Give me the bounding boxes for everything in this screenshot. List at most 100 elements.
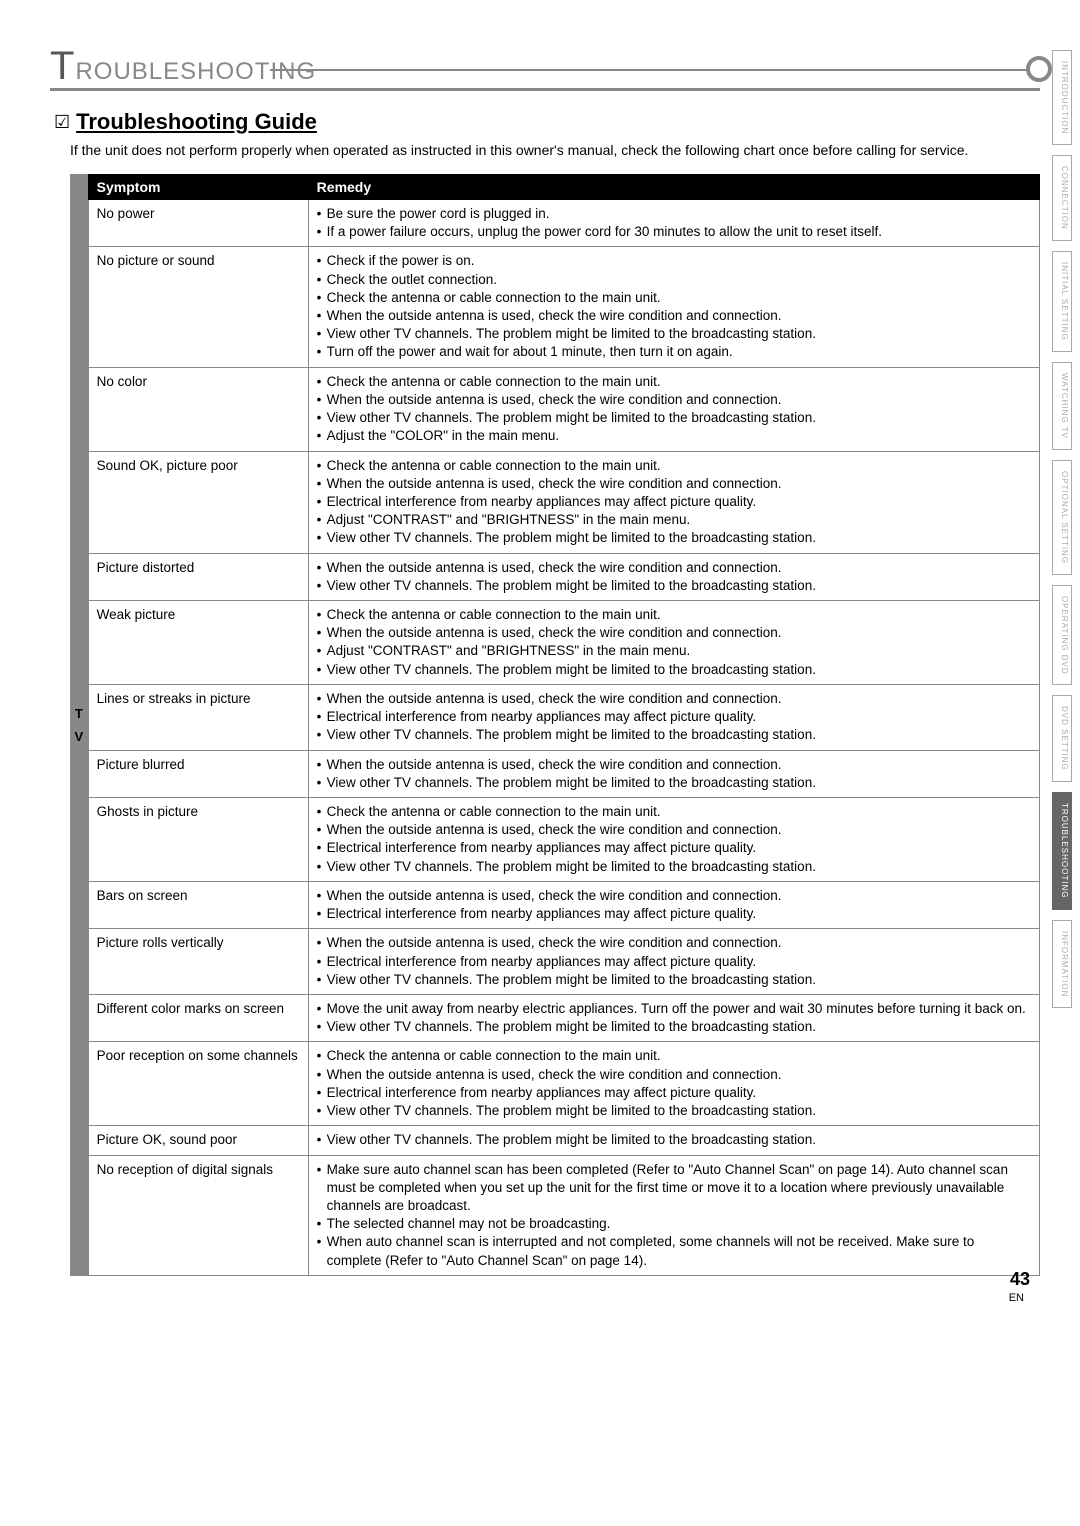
remedy-item: When the outside antenna is used, check … [317, 624, 1031, 642]
table-row: Ghosts in picture Check the antenna or ca… [88, 798, 1039, 882]
table-row: Different color marks on screen Move the … [88, 994, 1039, 1041]
symptom-cell: Picture OK, sound poor [88, 1126, 308, 1155]
remedy-item: When the outside antenna is used, check … [317, 475, 1031, 493]
remedy-item: Electrical interference from nearby appl… [317, 839, 1031, 857]
section-heading: ☑ Troubleshooting Guide [54, 109, 1040, 135]
remedy-item: Electrical interference from nearby appl… [317, 708, 1031, 726]
remedy-item: Electrical interference from nearby appl… [317, 905, 1031, 923]
table-row: Poor reception on some channels Check the… [88, 1042, 1039, 1126]
remedy-cell: View other TV channels. The problem migh… [308, 1126, 1039, 1155]
section-tab[interactable]: DVD SETTING [1052, 695, 1072, 782]
remedy-cell: When the outside antenna is used, check … [308, 929, 1039, 995]
remedy-item: When the outside antenna is used, check … [317, 307, 1031, 325]
table-header-row: Symptom Remedy [88, 174, 1039, 199]
remedy-item: Adjust the "COLOR" in the main menu. [317, 427, 1031, 445]
remedy-item: View other TV channels. The problem migh… [317, 661, 1031, 679]
remedy-item: When auto channel scan is interrupted an… [317, 1233, 1031, 1269]
table-row: No powerBe sure the power cord is plugge… [88, 199, 1039, 246]
remedy-item: View other TV channels. The problem migh… [317, 529, 1031, 547]
symptom-cell: No power [88, 199, 308, 246]
remedy-cell: Check if the power is on.Check the outle… [308, 247, 1039, 367]
remedy-item: Check the antenna or cable connection to… [317, 457, 1031, 475]
section-tab[interactable]: INITIAL SETTING [1052, 251, 1072, 352]
symptom-cell: No picture or sound [88, 247, 308, 367]
remedy-item: Check the antenna or cable connection to… [317, 803, 1031, 821]
section-tabs: INTRODUCTION CONNECTION INITIAL SETTING WAT… [1052, 50, 1072, 1008]
symptom-cell: Ghosts in picture [88, 798, 308, 882]
remedy-item: View other TV channels. The problem migh… [317, 325, 1031, 343]
remedy-item: Check the antenna or cable connection to… [317, 1047, 1031, 1065]
remedy-item: View other TV channels. The problem migh… [317, 726, 1031, 744]
remedy-item: Check the outlet connection. [317, 271, 1031, 289]
remedy-item: When the outside antenna is used, check … [317, 887, 1031, 905]
remedy-item: View other TV channels. The problem migh… [317, 1018, 1031, 1036]
remedy-item: Electrical interference from nearby appl… [317, 953, 1031, 971]
remedy-item: View other TV channels. The problem migh… [317, 577, 1031, 595]
intro-paragraph: If the unit does not perform properly wh… [70, 141, 1040, 160]
remedy-cell: When the outside antenna is used, check … [308, 750, 1039, 797]
checkbox-icon: ☑ [54, 112, 70, 133]
side-letter: V [75, 729, 84, 744]
symptom-cell: Poor reception on some channels [88, 1042, 308, 1126]
table-row: Bars on screenWhen the outside antenna i… [88, 881, 1039, 928]
remedy-item: Adjust "CONTRAST" and "BRIGHTNESS" in th… [317, 511, 1031, 529]
table-row: Lines or streaks in pictureWhen the outs… [88, 684, 1039, 750]
page-number: 43 [1010, 1269, 1030, 1290]
table-row: No picture or soundCheck if the power is… [88, 247, 1039, 367]
remedy-item: Check the antenna or cable connection to… [317, 289, 1031, 307]
remedy-item: When the outside antenna is used, check … [317, 756, 1031, 774]
table-row: Picture blurredWhen the outside antenna … [88, 750, 1039, 797]
remedy-item: Turn off the power and wait for about 1 … [317, 343, 1031, 361]
remedy-cell: When the outside antenna is used, check … [308, 684, 1039, 750]
remedy-cell: When the outside antenna is used, check … [308, 881, 1039, 928]
symptom-cell: No color [88, 367, 308, 451]
symptom-cell: Sound OK, picture poor [88, 451, 308, 553]
table-row: Picture distorted When the outside antenn… [88, 553, 1039, 600]
remedy-item: The selected channel may not be broadcas… [317, 1215, 1031, 1233]
section-title: Troubleshooting Guide [76, 109, 317, 135]
section-tab[interactable]: OPTIONAL SETTING [1052, 460, 1072, 575]
remedy-item: When the outside antenna is used, check … [317, 690, 1031, 708]
section-tab[interactable]: INFORMATION [1052, 920, 1072, 1008]
symptom-cell: No reception of digital signals [88, 1155, 308, 1275]
section-tab[interactable]: TROUBLESHOOTING [1052, 792, 1072, 909]
header-symptom: Symptom [88, 174, 308, 199]
remedy-cell: Check the antenna or cable connection to… [308, 451, 1039, 553]
symptom-cell: Weak picture [88, 601, 308, 685]
chapter-header: TROUBLESHOOTING [50, 50, 1040, 91]
table-row: Picture OK, sound poorView other TV chan… [88, 1126, 1039, 1155]
remedy-item: View other TV channels. The problem migh… [317, 1102, 1031, 1120]
chapter-rest: ROUBLESHOOTING [75, 58, 316, 85]
symptom-cell: Picture distorted [88, 553, 308, 600]
table-row: No colorCheck the antenna or cable conne… [88, 367, 1039, 451]
remedy-cell: Check the antenna or cable connection to… [308, 1042, 1039, 1126]
section-tab[interactable]: CONNECTION [1052, 155, 1072, 241]
header-remedy: Remedy [308, 174, 1039, 199]
symptom-cell: Picture rolls vertically [88, 929, 308, 995]
page-language: EN [1009, 1292, 1024, 1304]
remedy-item: View other TV channels. The problem migh… [317, 858, 1031, 876]
remedy-item: When the outside antenna is used, check … [317, 559, 1031, 577]
header-circle-icon [1026, 56, 1052, 82]
remedy-item: Make sure auto channel scan has been com… [317, 1161, 1031, 1216]
section-tab[interactable]: INTRODUCTION [1052, 50, 1072, 145]
symptom-cell: Different color marks on screen [88, 994, 308, 1041]
table-side-label: T V [70, 174, 88, 1276]
remedy-item: View other TV channels. The problem migh… [317, 774, 1031, 792]
remedy-cell: Check the antenna or cable connection to… [308, 601, 1039, 685]
remedy-item: Check the antenna or cable connection to… [317, 606, 1031, 624]
header-rule [270, 69, 1046, 71]
remedy-item: Electrical interference from nearby appl… [317, 493, 1031, 511]
remedy-item: Electrical interference from nearby appl… [317, 1084, 1031, 1102]
table-row: Picture rolls vertically When the outside… [88, 929, 1039, 995]
section-tab[interactable]: WATCHING TV [1052, 362, 1072, 450]
remedy-cell: Check the antenna or cable connection to… [308, 367, 1039, 451]
section-tab[interactable]: OPERATING DVD [1052, 585, 1072, 686]
remedy-item: View other TV channels. The problem migh… [317, 971, 1031, 989]
table-row: No reception of digital signalsMake sure… [88, 1155, 1039, 1275]
remedy-item: When the outside antenna is used, check … [317, 391, 1031, 409]
remedy-cell: Be sure the power cord is plugged in.If … [308, 199, 1039, 246]
remedy-item: Move the unit away from nearby electric … [317, 1000, 1031, 1018]
remedy-item: Be sure the power cord is plugged in. [317, 205, 1031, 223]
remedy-item: When the outside antenna is used, check … [317, 934, 1031, 952]
